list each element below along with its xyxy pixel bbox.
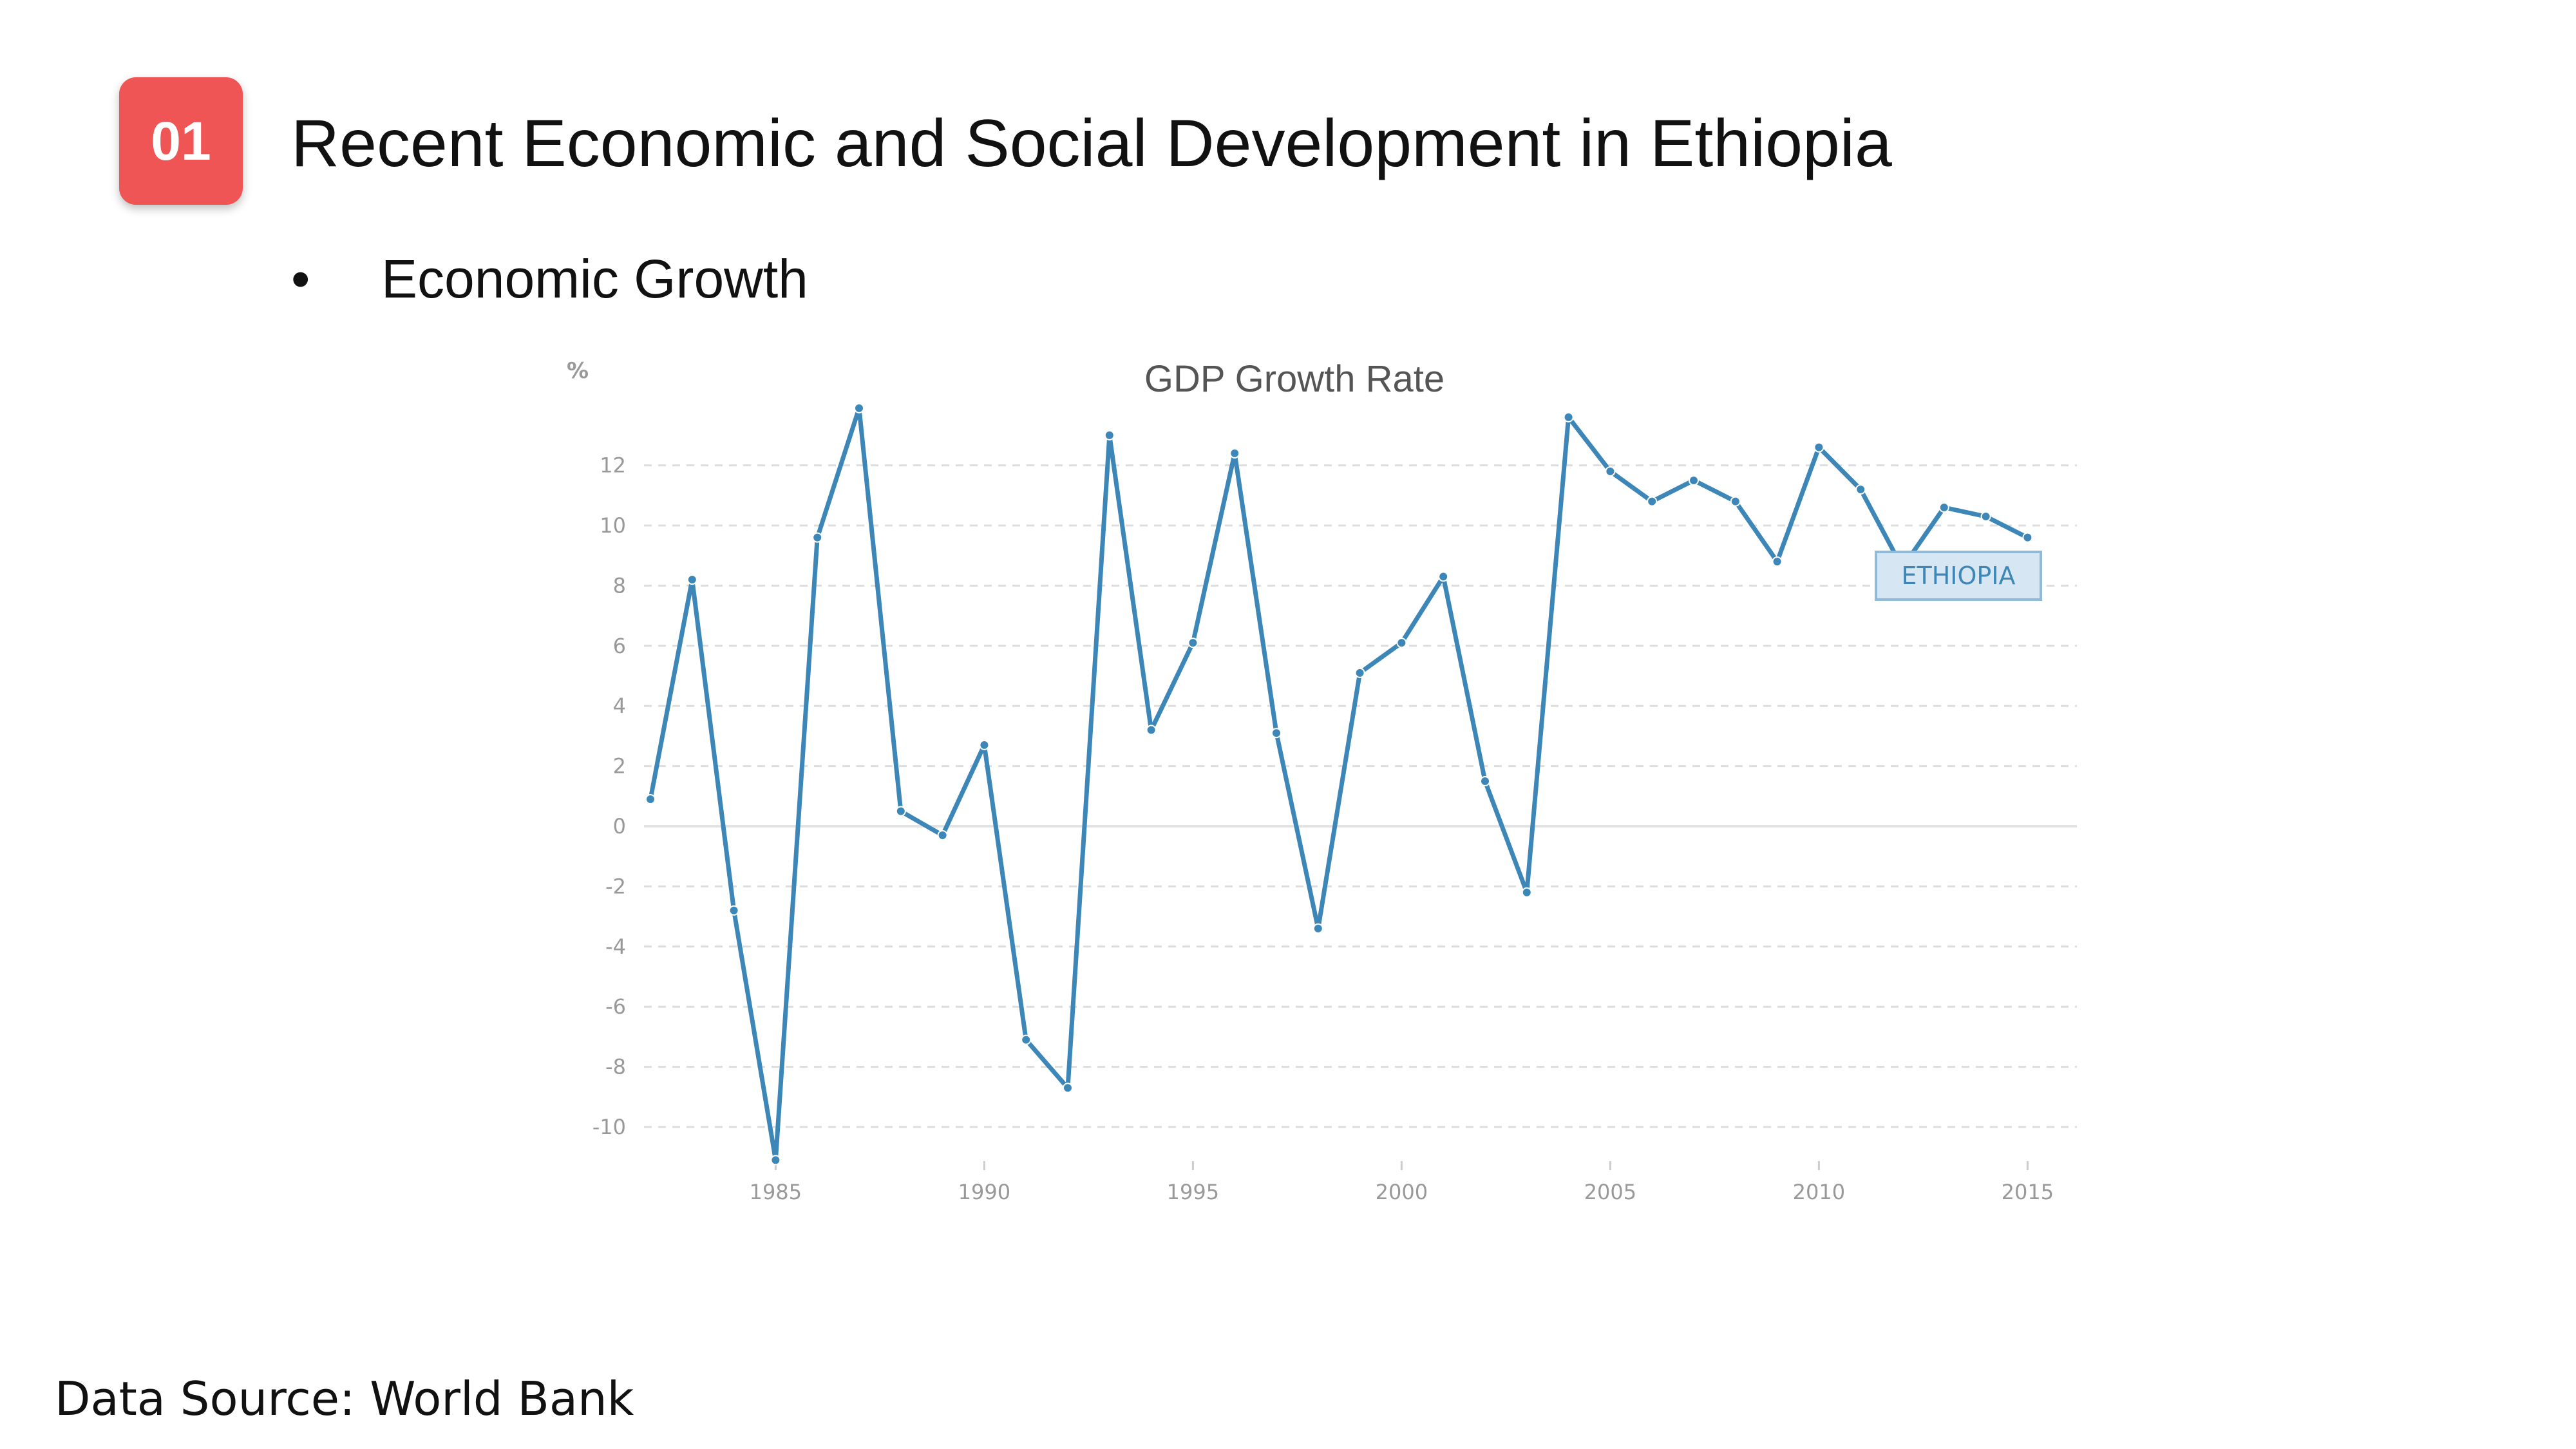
y-tick-label: 2 bbox=[613, 754, 626, 779]
data-point bbox=[1021, 1034, 1032, 1045]
data-point bbox=[1730, 496, 1741, 507]
data-point bbox=[1521, 887, 1532, 898]
y-tick-label: 4 bbox=[613, 694, 626, 718]
data-point bbox=[1354, 667, 1365, 678]
data-point bbox=[728, 905, 739, 916]
x-tick-label: 2010 bbox=[1793, 1180, 1845, 1204]
data-point bbox=[1563, 412, 1574, 422]
bullet-dot: • bbox=[291, 249, 310, 309]
data-point bbox=[1438, 571, 1449, 582]
data-point bbox=[1689, 475, 1699, 486]
x-tick-label: 1990 bbox=[958, 1180, 1010, 1204]
y-tick-label: 12 bbox=[600, 453, 626, 478]
data-point bbox=[645, 793, 656, 804]
data-point bbox=[979, 739, 990, 750]
data-point bbox=[1647, 496, 1658, 507]
x-axis-ticks: 1985 1990 1995 2000 2005 2010 2015 bbox=[750, 1161, 2054, 1204]
data-point bbox=[1855, 484, 1866, 495]
data-point bbox=[770, 1155, 781, 1166]
x-tick-label: 1985 bbox=[750, 1180, 802, 1204]
legend: ETHIOPIA bbox=[1875, 551, 2042, 601]
chart-title: GDP Growth Rate bbox=[1144, 358, 1444, 400]
data-point bbox=[1146, 724, 1157, 735]
data-point bbox=[854, 402, 864, 413]
bullet-text: Economic Growth bbox=[381, 249, 808, 309]
y-tick-label: -4 bbox=[605, 934, 626, 959]
data-source-note: Data Source: World Bank bbox=[55, 1372, 634, 1426]
y-tick-label: 0 bbox=[613, 814, 626, 838]
data-point bbox=[1938, 502, 1949, 513]
x-tick-label: 2000 bbox=[1376, 1180, 1428, 1204]
y-axis-unit: % bbox=[567, 358, 589, 384]
y-tick-label: -10 bbox=[592, 1115, 626, 1139]
x-tick-label: 2015 bbox=[2002, 1180, 2054, 1204]
y-tick-label: 6 bbox=[613, 634, 626, 658]
data-point bbox=[1605, 466, 1616, 477]
x-tick-label: 2005 bbox=[1584, 1180, 1636, 1204]
slide-title: Recent Economic and Social Development i… bbox=[291, 106, 1892, 181]
data-point bbox=[1063, 1083, 1073, 1094]
series-line bbox=[648, 406, 2030, 1162]
data-point bbox=[937, 830, 948, 841]
y-tick-label: -2 bbox=[605, 874, 626, 898]
legend-box bbox=[1875, 551, 2042, 601]
data-point bbox=[1229, 448, 1240, 459]
data-point bbox=[1396, 638, 1407, 649]
data-point bbox=[687, 574, 697, 585]
y-tick-label: 8 bbox=[613, 573, 626, 598]
data-point bbox=[1480, 775, 1490, 786]
data-point bbox=[1271, 728, 1282, 739]
legend-label: ETHIOPIA bbox=[1901, 562, 2015, 590]
y-tick-label: -8 bbox=[605, 1055, 626, 1079]
y-tick-label: 10 bbox=[600, 513, 626, 538]
data-point bbox=[895, 806, 906, 817]
data-point bbox=[1814, 442, 1824, 453]
data-point bbox=[812, 532, 823, 543]
data-point bbox=[1772, 556, 1783, 567]
data-point bbox=[1104, 430, 1115, 440]
data-point bbox=[1188, 638, 1198, 649]
data-point bbox=[1312, 923, 1323, 934]
data-point bbox=[2022, 532, 2033, 543]
y-axis-ticks: 12 10 8 6 4 2 0 -2 -4 -6 -8 -10 bbox=[592, 453, 626, 1139]
section-number-badge: 01 bbox=[119, 77, 243, 205]
series-ethiopia bbox=[645, 402, 2033, 1166]
gridlines bbox=[644, 464, 2077, 1128]
x-tick-label: 1995 bbox=[1167, 1180, 1219, 1204]
bullet-item: • Economic Growth bbox=[291, 248, 808, 310]
y-tick-label: -6 bbox=[605, 994, 626, 1019]
data-point bbox=[1980, 511, 1991, 522]
